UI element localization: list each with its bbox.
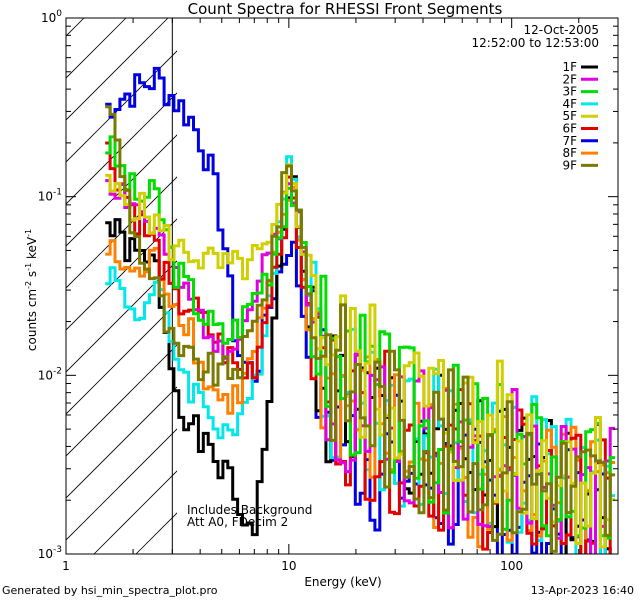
legend-label-5f: 5F [562,109,577,123]
hatch-line [66,92,177,205]
footer-timestamp: 13-Apr-2023 16:40 [530,584,634,597]
hatch-line [0,18,42,554]
legend-label-2f: 2F [562,72,577,86]
legend-label-6f: 6F [562,122,577,136]
legend-label-9f: 9F [562,158,577,172]
hatch-line [66,386,177,499]
legend-label-4f: 4F [562,97,577,111]
chart-title: Count Spectra for RHESSI Front Segments [188,0,503,18]
series-line-9f [105,105,616,553]
hatch-line [66,260,177,373]
axis-ticks [65,17,619,555]
legend-label-8f: 8F [562,146,577,160]
hatch-line [66,18,169,121]
y-tick-label: 10-3 [38,545,62,561]
series-line-7f [105,66,607,554]
hatch-line [66,134,177,247]
y-tick-label: 100 [41,9,62,25]
y-tick-label: 10-1 [38,188,62,204]
hatch-line [66,18,127,79]
hatch-line [66,428,177,541]
annotation-background: Includes Background [187,503,312,517]
date-label: 12-Oct-2005 [523,23,599,37]
hatch-line [66,18,85,37]
y-axis-label: counts cm-2 s-1 keV-1 [24,229,39,351]
x-tick-label: 10 [281,559,296,573]
y-tick-label: 10-2 [38,366,62,382]
annotation-attenuator: Att A0, FDecim 2 [187,515,288,529]
legend-label-3f: 3F [562,85,577,99]
plot-frame [65,17,619,555]
series-line-3f [105,135,616,540]
legend-label-7f: 7F [562,134,577,148]
x-tick-label: 1 [62,559,70,573]
spectra-series [105,66,616,554]
hatch-line [66,176,177,289]
x-axis-label: Energy (keV) [304,575,381,589]
x-tick-labels: 1 10 100 [62,559,523,573]
footer-generated-by: Generated by hsi_min_spectra_plot.pro [2,584,218,597]
y-tick-labels: 100 10-1 10-2 10-3 [38,9,63,561]
x-tick-label: 100 [500,559,523,573]
time-range-label: 12:52:00 to 12:53:00 [472,36,599,50]
legend-label-1f: 1F [562,60,577,74]
hatch-line [66,218,177,331]
